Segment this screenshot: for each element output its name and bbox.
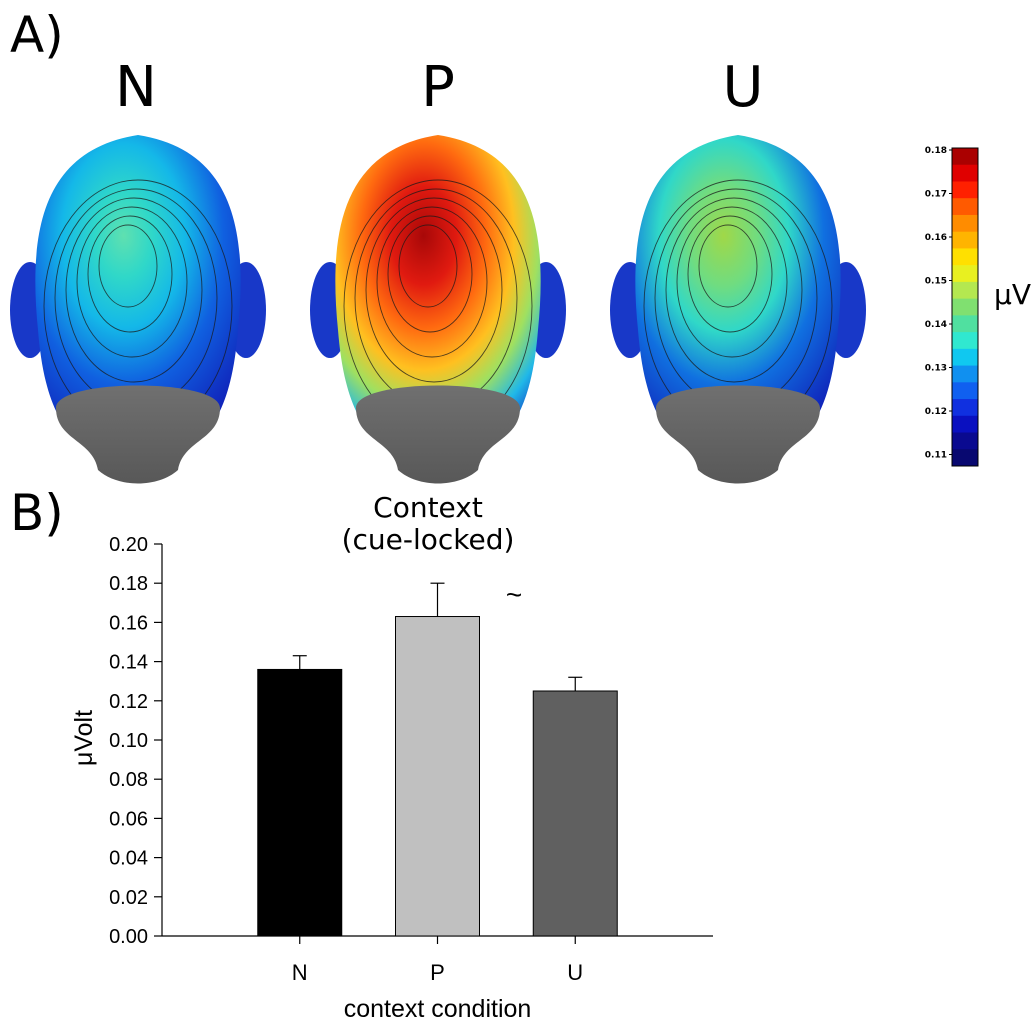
colorbar-segment [952,265,978,283]
bar-n [257,668,343,937]
y-tick-label: 0.04 [109,848,148,870]
bar-u [532,690,618,937]
scalp-map-p [310,135,566,484]
x-tick-label: P [430,960,445,985]
scalp-map-u [610,135,866,484]
neck-cut [656,385,820,484]
significance-annotation: ~ [506,579,522,610]
colorbar-tick-label: 0.14 [925,320,947,330]
contour-line [98,224,158,308]
y-tick-label: 0.06 [109,808,148,830]
head-title-n: N [115,55,157,120]
colorbar-segment [952,382,978,400]
colorbar-segment [952,231,978,249]
colorbar-segment [952,164,978,182]
colorbar-segment [952,365,978,383]
contour-line [387,215,473,333]
chart-title-line-2: (cue-locked) [341,523,515,557]
contour-line [398,224,458,308]
colorbar-segment [952,415,978,434]
y-tick-label: 0.16 [109,612,148,634]
chart-title: Context (cue-locked) [298,491,558,557]
y-tick-label: 0.18 [109,573,148,595]
colorbar-segment [952,181,978,199]
colorbar-tick-label: 0.15 [925,277,947,287]
contour-line [376,206,488,358]
head-title-p: P [421,55,455,120]
contour-line [65,197,203,383]
contour-line [698,224,758,308]
colorbar-segment [952,332,978,350]
contour-line [665,197,803,383]
x-axis-label: context condition [344,995,532,1022]
colorbar: 0.18 0.17 0.16 0.15 0.14 0.13 0.12 0.11 [925,146,979,467]
colorbar-tick-label: 0.17 [925,190,947,200]
colorbar-segment [952,214,978,233]
contour-line [87,215,173,333]
colorbar-segment [952,348,978,367]
contour-line [687,215,773,333]
colorbar-segment [952,432,978,450]
colorbar-segment [952,449,978,467]
y-tick-label: 0.14 [109,652,148,674]
colorbar-tick-label: 0.11 [925,451,947,461]
panel-a-label: A) [10,6,64,64]
scalp-maps [10,135,866,484]
colorbar-tick-label: 0.12 [925,407,947,417]
colorbar-segment [952,248,978,266]
y-tick-label: 0.02 [109,887,148,909]
contour-line [365,197,503,383]
x-tick-label: U [567,960,583,985]
bar-p [395,616,480,937]
head-title-u: U [722,55,764,120]
y-axis-label: μVolt [70,710,98,766]
colorbar-segment [952,148,978,166]
y-tick-label: 0.10 [109,730,148,752]
y-tick-label: 0.20 [109,534,148,556]
contour-line [76,206,188,358]
chart-title-line-1: Context [373,491,483,524]
x-tick-label: N [292,960,308,985]
neck-cut [56,385,220,484]
scalp-map-n [10,135,266,484]
panel-b-label: B) [10,484,64,542]
colorbar-tick-label: 0.18 [925,146,947,156]
colorbar-segment [952,198,978,216]
colorbar-unit: μV [994,278,1031,311]
colorbar-segment [952,281,978,300]
contour-line [676,206,788,358]
colorbar-segment [952,298,978,316]
y-tick-label: 0.12 [109,691,148,713]
colorbar-tick-label: 0.16 [925,233,947,243]
neck-cut [356,385,520,484]
colorbar-tick-label: 0.13 [925,364,947,374]
y-tick-label: 0.08 [109,769,148,791]
colorbar-frame [951,147,979,467]
colorbar-segment [952,399,978,417]
y-tick-label: 0.00 [109,926,148,948]
colorbar-segment [952,315,978,333]
